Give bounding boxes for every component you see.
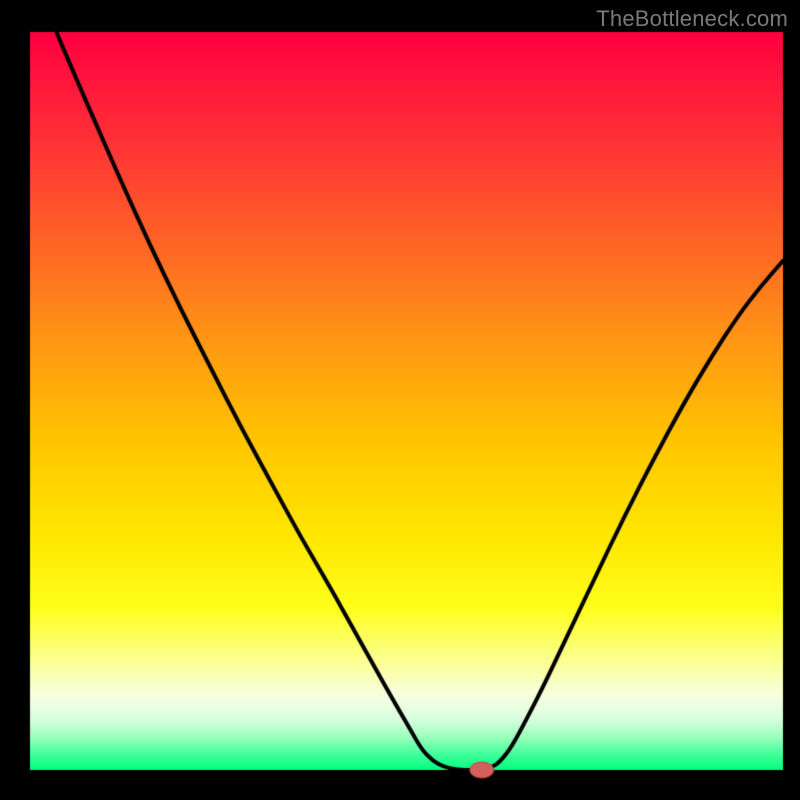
chart-stage: TheBottleneck.com bbox=[0, 0, 800, 800]
bottleneck-chart-canvas bbox=[0, 0, 800, 800]
